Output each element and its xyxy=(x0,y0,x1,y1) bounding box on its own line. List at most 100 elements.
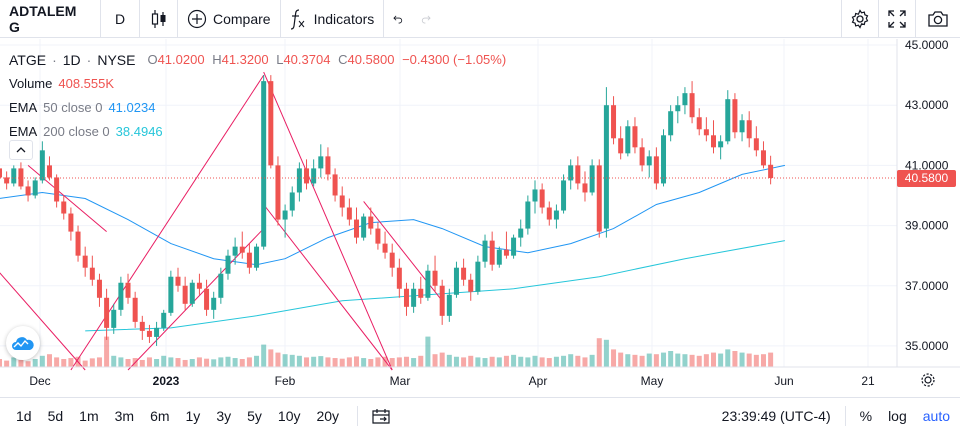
auto-scale-toggle[interactable]: auto xyxy=(922,408,950,424)
goto-date-button[interactable] xyxy=(364,408,398,424)
volume-bar xyxy=(689,354,695,367)
volume-bar xyxy=(682,354,688,367)
range-1y[interactable]: 1y xyxy=(185,407,201,424)
legend-ema50-row[interactable]: EMA 50 close 0 41.0234 xyxy=(9,96,506,120)
volume-bar xyxy=(653,354,659,367)
tradingview-logo[interactable] xyxy=(6,326,40,360)
range-6m[interactable]: 6m xyxy=(150,407,170,424)
candle xyxy=(482,234,488,268)
ema50-label: EMA xyxy=(9,100,38,115)
log-toggle[interactable]: log xyxy=(888,408,907,424)
candle xyxy=(461,258,467,286)
fullscreen-button[interactable] xyxy=(878,0,915,38)
range-10y[interactable]: 10y xyxy=(277,407,301,424)
trend-line[interactable] xyxy=(70,74,265,371)
volume-bar xyxy=(760,354,766,367)
axis-settings-button[interactable] xyxy=(921,373,935,387)
trend-line[interactable] xyxy=(263,71,393,371)
range-1m[interactable]: 1m xyxy=(79,407,99,424)
percent-toggle[interactable]: % xyxy=(859,408,873,424)
candle xyxy=(389,243,395,277)
candle xyxy=(532,180,538,214)
candle xyxy=(168,270,174,316)
range-20y[interactable]: 20y xyxy=(316,407,340,424)
ema50-params: 50 close 0 xyxy=(43,100,103,115)
candle xyxy=(589,159,595,196)
candle xyxy=(403,282,409,316)
bottom-right-group: 23:39:49 (UTC-4) % log auto xyxy=(714,398,960,433)
volume-bar xyxy=(182,359,188,367)
timezone-clock[interactable]: 23:39:49 (UTC-4) xyxy=(721,408,831,424)
candle xyxy=(596,159,602,238)
settings-button[interactable] xyxy=(841,0,878,38)
gear-icon xyxy=(851,9,869,29)
chevron-up-icon xyxy=(16,147,26,153)
time-axis[interactable]: Dec 2023 Feb Mar Apr May Jun 21 xyxy=(0,366,960,388)
undo-button[interactable] xyxy=(384,0,412,38)
volume-bar xyxy=(346,357,352,367)
range-3y[interactable]: 3y xyxy=(216,407,232,424)
candle xyxy=(232,237,238,265)
compare-button[interactable]: Compare xyxy=(178,0,281,38)
volume-bar xyxy=(104,336,110,367)
candle xyxy=(368,207,374,235)
candle xyxy=(225,249,231,280)
volume-bar xyxy=(432,354,438,367)
ema50-value: 41.0234 xyxy=(108,100,156,115)
interval-button[interactable]: D xyxy=(101,0,140,38)
volume-bar xyxy=(268,349,274,367)
volume-bar xyxy=(446,354,452,367)
screenshot-button[interactable] xyxy=(915,0,960,38)
bottom-toolbar: 1d 5d 1m 3m 6m 1y 3y 5y 10y 20y 23:39:49 (UTC-4) … xyxy=(0,397,960,433)
price-axis[interactable]: 45.0000 43.0000 41.0000 39.0000 37.0000 35.00… xyxy=(896,38,949,367)
legend-collapse-button[interactable] xyxy=(9,140,33,160)
candle xyxy=(111,303,117,334)
chart-style-button[interactable] xyxy=(140,0,178,38)
candle xyxy=(489,231,495,271)
candle xyxy=(89,255,95,286)
volume-bar xyxy=(532,355,538,367)
volume-bar xyxy=(111,355,117,367)
candle xyxy=(18,162,24,190)
volume-bar xyxy=(425,336,431,367)
volume-bar xyxy=(275,352,281,367)
chart-grid xyxy=(0,39,897,367)
range-5y[interactable]: 5y xyxy=(247,407,262,424)
volume-bar xyxy=(511,354,517,367)
volume-bar xyxy=(54,357,60,367)
legend-ema200-row[interactable]: EMA 200 close 0 38.4946 xyxy=(9,120,506,144)
candle xyxy=(603,87,609,238)
redo-button[interactable] xyxy=(412,0,440,38)
legend-volume-row[interactable]: Volume 408.555K xyxy=(9,72,506,96)
volume-bar xyxy=(411,358,417,367)
volume-value: 408.555K xyxy=(58,76,115,91)
symbol-search-button[interactable]: ADTALEM G xyxy=(0,0,101,38)
high-label: H xyxy=(212,52,222,67)
price-chart[interactable]: 45.0000 43.0000 41.0000 39.0000 37.0000 35.00… xyxy=(0,0,960,397)
volume-bar xyxy=(732,351,738,367)
candle xyxy=(611,96,617,145)
range-3m[interactable]: 3m xyxy=(114,407,135,424)
legend-interval: 1D xyxy=(62,52,81,68)
candle xyxy=(146,324,152,343)
volume-bar xyxy=(711,352,716,367)
range-1d[interactable]: 1d xyxy=(16,407,32,424)
candle xyxy=(582,171,588,202)
camera-icon xyxy=(928,11,948,27)
candle xyxy=(639,138,645,172)
indicators-button[interactable]: Indicators xyxy=(281,0,385,38)
candle xyxy=(104,288,110,340)
candle xyxy=(304,159,310,190)
low-label: L xyxy=(276,52,284,67)
volume-bar xyxy=(368,359,374,367)
volume-bar xyxy=(204,358,210,367)
trend-line[interactable] xyxy=(0,208,86,371)
trend-line[interactable] xyxy=(263,204,393,371)
volume-bar xyxy=(225,356,231,367)
volume-bar xyxy=(768,352,774,367)
range-5d[interactable]: 5d xyxy=(47,407,64,424)
volume-bar xyxy=(39,355,45,367)
volume-bar xyxy=(396,357,402,367)
candle xyxy=(382,231,388,259)
candle xyxy=(282,204,288,238)
